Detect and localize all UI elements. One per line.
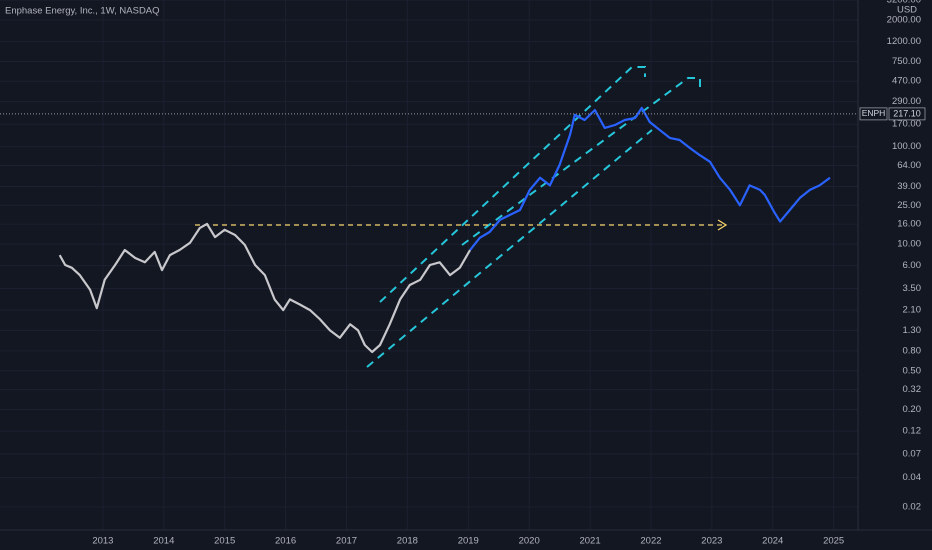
y-tick-label: 290.00	[892, 96, 921, 107]
channel-line	[379, 66, 646, 303]
y-tick-label: 2.10	[903, 305, 922, 316]
price-axis	[858, 0, 932, 550]
x-tick-label: 2022	[640, 536, 661, 547]
y-tick-label: 0.02	[903, 501, 922, 512]
y-tick-label: 0.04	[903, 472, 922, 483]
x-tick-label: 2015	[214, 536, 235, 547]
y-tick-label: 0.50	[903, 365, 922, 376]
x-tick-label: 2014	[153, 536, 174, 547]
x-tick-label: 2018	[397, 536, 418, 547]
price-tag	[888, 107, 926, 121]
x-tick-label: 2016	[275, 536, 296, 547]
y-tick-label: 0.12	[903, 426, 922, 437]
x-tick-label: 2021	[579, 536, 600, 547]
y-tick-label: 100.00	[892, 141, 921, 152]
y-tick-label: 0.07	[903, 448, 922, 459]
series	[0, 106, 858, 354]
y-tick-label: 25.00	[897, 200, 921, 211]
arrow-head	[717, 219, 728, 231]
y-tick-label: 1.30	[903, 325, 922, 336]
y-tick-label: 0.80	[903, 345, 922, 356]
price-label: 217.10	[893, 108, 921, 118]
y-tick-label: 39.00	[897, 181, 921, 192]
y-tick-label: 0.32	[903, 384, 922, 395]
chart-title: Enphase Energy, Inc., 1W, NASDAQ	[5, 6, 160, 17]
y-tick-label: 6.00	[903, 260, 922, 271]
axes: 3200.00 2000.00 1200.00 750.00 470.00 290.00 1…	[92, 0, 926, 547]
y-tick-label: 750.00	[892, 56, 921, 67]
y-tick-label: 2000.00	[887, 14, 921, 25]
symbol-tag	[859, 107, 888, 121]
channel-line	[366, 129, 653, 368]
y-tick-label: 170.00	[892, 119, 921, 130]
channel-line	[461, 77, 701, 246]
y-tick-label: 16.00	[897, 219, 921, 230]
x-tick-label: 2017	[336, 536, 357, 547]
y-tick-label: 64.00	[897, 160, 921, 171]
x-tick-label: 2024	[762, 536, 783, 547]
x-tick-label: 2013	[92, 536, 113, 547]
symbol-label: ENPH	[862, 108, 886, 118]
y-tick-label: 10.00	[897, 239, 921, 250]
price-line	[469, 106, 831, 251]
y-tick-label: 1200.00	[887, 36, 921, 47]
price-line	[58, 222, 472, 354]
drawings	[195, 66, 728, 368]
x-tick-label: 2020	[519, 536, 540, 547]
currency-label: USD	[897, 5, 917, 16]
y-tick-label: 3.50	[903, 283, 922, 294]
x-tick-label: 2023	[701, 536, 722, 547]
x-tick-label: 2019	[458, 536, 479, 547]
y-tick-label: 3200.00	[887, 0, 921, 6]
x-tick-label: 2025	[823, 536, 844, 547]
y-tick-label: 0.20	[903, 404, 922, 415]
y-tick-label: 470.00	[892, 76, 921, 87]
